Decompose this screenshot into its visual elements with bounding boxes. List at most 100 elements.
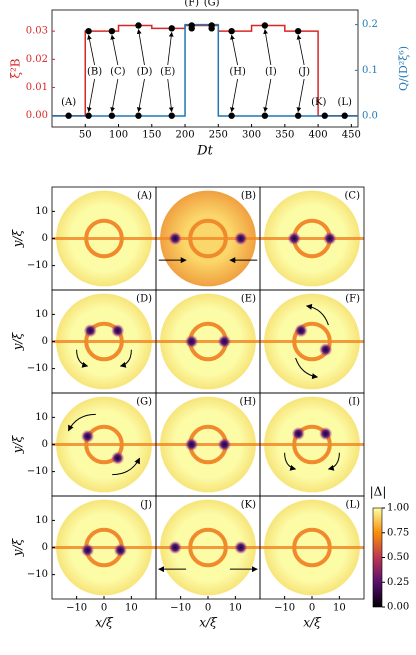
axes-frame [51, 9, 359, 128]
x-axis-label: x/ξ [95, 616, 114, 630]
panel-label: (F) [345, 294, 360, 305]
panel-label: (E) [241, 294, 256, 305]
event-arrow [136, 29, 145, 66]
event-label: (K) [311, 97, 326, 108]
colorbar-label: |Δ| [370, 485, 387, 499]
event-label: (B) [87, 67, 102, 78]
y2-tick-label: 0.2 [362, 19, 378, 30]
colorbar-tick-label: 1.00 [387, 503, 409, 514]
heatmap [260, 499, 364, 596]
y2-tick-label: 0.0 [362, 111, 378, 122]
panel-label: (C) [345, 191, 361, 202]
y2-axis-label: Q/(D²ξ⁶) [397, 46, 410, 91]
x-tick-label: 350 [275, 130, 294, 141]
x-tick-label: −10 [170, 603, 191, 614]
event-arrow [230, 78, 239, 113]
colorbar-tick-label: 0.25 [387, 577, 409, 588]
data-point [135, 22, 142, 29]
motion-arrow [76, 349, 89, 368]
event-arrow [87, 78, 95, 113]
vortex [234, 540, 248, 555]
event-arrow [167, 31, 174, 66]
y-tick-label: 0 [42, 439, 48, 450]
vortex [81, 429, 95, 443]
x-tick-label: −10 [274, 603, 295, 614]
x-tick-label: 150 [142, 130, 161, 141]
vortex [291, 427, 305, 441]
data-point [65, 112, 72, 119]
vortex [185, 437, 199, 452]
heatmap [156, 190, 260, 287]
heatmap [52, 396, 156, 493]
event-arrow [296, 78, 305, 113]
vortex [111, 324, 125, 338]
event-arrow [263, 78, 272, 113]
y-axis-label: y/ξ [11, 228, 25, 248]
panel-label: (A) [137, 191, 152, 202]
y-tick-label: 10 [35, 206, 48, 217]
motion-arrow [327, 452, 340, 471]
event-label: (D) [137, 67, 153, 78]
vortex [287, 231, 301, 246]
heatmap [52, 293, 156, 390]
x-axis-label: x/ξ [303, 616, 322, 630]
panel-label: (B) [241, 191, 256, 202]
panel: (D) −10 0 10 y/ξ [11, 289, 157, 394]
x-tick-label: 200 [175, 130, 194, 141]
x-tick-label: 10 [125, 603, 138, 614]
y-tick-label: −10 [27, 363, 48, 374]
event-arrow [296, 34, 305, 66]
data-point [108, 112, 116, 119]
y-tick-label: 0 [42, 233, 48, 244]
event-arrow [110, 34, 119, 66]
heatmap [260, 396, 364, 493]
panel: (C) [259, 186, 365, 291]
y-tick-label: 0.02 [26, 54, 48, 65]
ring [84, 424, 124, 465]
panel: (I) [259, 392, 365, 497]
vortex [234, 231, 248, 246]
x-tick-label: 0 [101, 603, 107, 614]
y-tick-label: 0.00 [26, 110, 48, 121]
vortex [185, 334, 199, 349]
panel: (J) −10 −10 0 0 10 10 y/ξ x/ξ [11, 495, 157, 630]
event-arrow [136, 78, 145, 113]
vortex [319, 343, 333, 357]
data-point [208, 25, 215, 32]
panel-label: (J) [140, 500, 152, 511]
heatmap [260, 190, 364, 287]
x-axis-label: Dt [196, 144, 213, 159]
data-point [168, 112, 175, 119]
colorbar-tick-label: 0.50 [387, 552, 409, 563]
panel: (B) [155, 186, 261, 291]
x-tick-label: 250 [209, 130, 228, 141]
panel: (A) −10 0 10 y/ξ [11, 186, 157, 291]
event-label: (L) [337, 97, 352, 108]
data-point [294, 112, 302, 119]
panel: (E) [155, 289, 261, 394]
event-arrow [87, 34, 95, 66]
x-tick-label: 400 [309, 130, 328, 141]
y-axis-label: y/ξ [11, 434, 25, 454]
x-tick-label: 0 [309, 603, 315, 614]
motion-arrow [284, 452, 297, 471]
x-tick-label: 50 [79, 130, 92, 141]
data-point [228, 27, 235, 35]
vortex [319, 427, 333, 441]
panel-label: (D) [136, 294, 152, 305]
event-label: (J) [298, 67, 310, 78]
ring [292, 424, 332, 465]
x-tick-label: 100 [109, 130, 128, 141]
data-point [108, 27, 116, 35]
panel: (H) [155, 392, 261, 497]
y-tick-label: 0.01 [26, 82, 48, 93]
motion-arrow [305, 303, 329, 326]
data-point [261, 112, 269, 119]
ring [292, 527, 332, 568]
x-tick-label: −10 [66, 603, 87, 614]
x-axis-label: x/ξ [199, 616, 218, 630]
event-arrow [110, 78, 119, 113]
data-point [294, 27, 302, 35]
y-tick-label: −10 [27, 466, 48, 477]
y-tick-label: 0 [42, 336, 48, 347]
